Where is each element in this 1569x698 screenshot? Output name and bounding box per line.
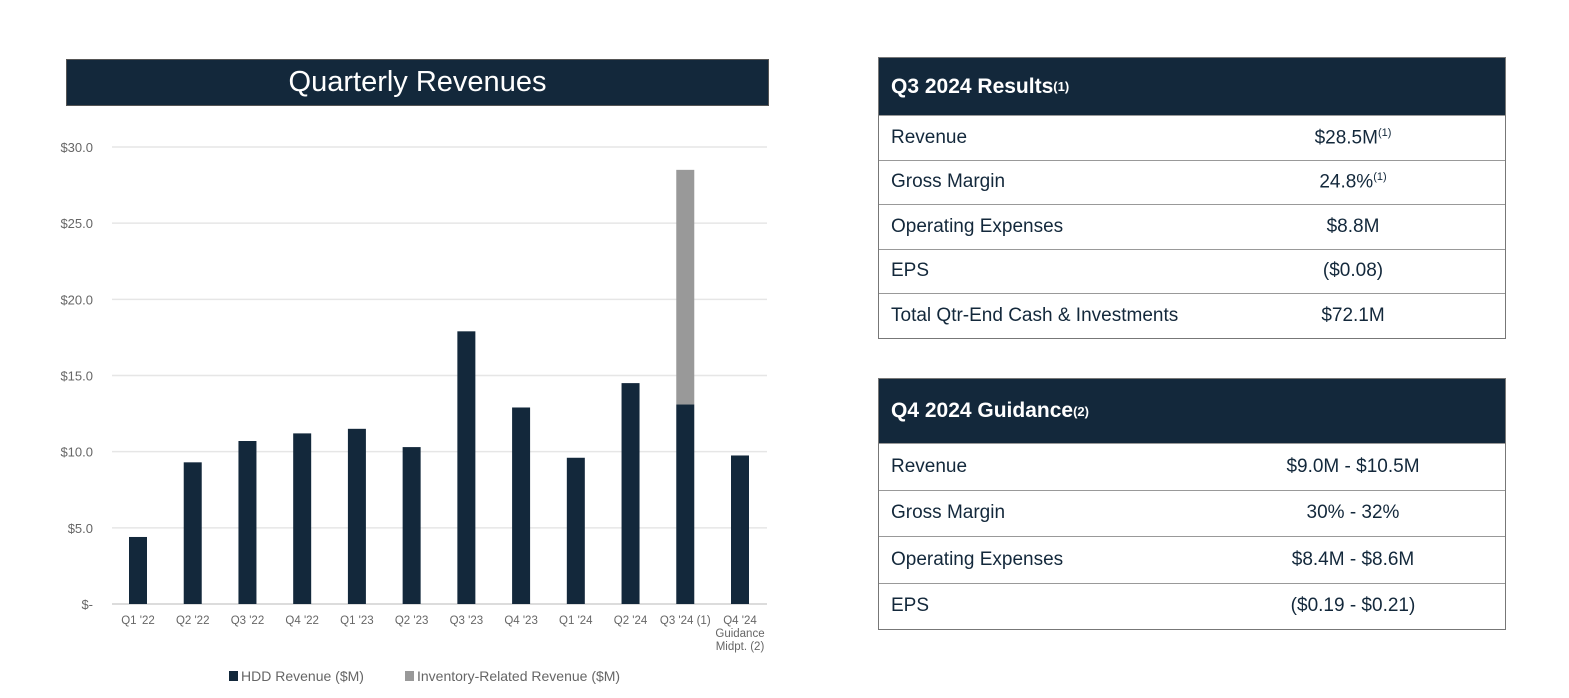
row-value: $8.4M - $8.6M <box>1291 548 1415 570</box>
table-row: Operating Expenses $8.4M - $8.6M <box>879 536 1505 583</box>
row-label: Gross Margin <box>891 502 1006 524</box>
x-tick-label: Q2 '24 <box>614 615 648 627</box>
table-row: Revenue $9.0M - $10.5M <box>879 443 1505 490</box>
bar-hdd <box>183 462 202 604</box>
q3-results-table: Q3 2024 Results (1) Revenue $28.5M(1) Gross… <box>878 57 1506 339</box>
x-tick-label: Q1 '22 <box>121 615 155 627</box>
row-label: Total Qtr-End Cash & Investments <box>891 304 1179 326</box>
x-tick-label: Q2 '22 <box>176 615 210 627</box>
bar-hdd <box>129 536 147 604</box>
x-tick-label: Q1 '24 <box>559 615 593 627</box>
y-tick-label: $30.0 <box>60 140 93 155</box>
bar-hdd <box>293 433 312 604</box>
bar-hdd <box>402 447 421 604</box>
table-row: Operating Expenses $8.8M <box>879 204 1505 249</box>
q4-guidance-header: Q4 2024 Guidance (2) <box>879 379 1505 443</box>
legend-swatch <box>229 671 238 681</box>
q4-guidance-table: Q4 2024 Guidance (2) Revenue $9.0M - $10.5… <box>878 378 1506 630</box>
y-tick-label: $5.0 <box>68 521 93 536</box>
y-tick-label: $20.0 <box>60 292 93 307</box>
legend-swatch <box>405 671 414 681</box>
row-label: EPS <box>891 260 930 282</box>
x-tick-label: Q1 '23 <box>340 615 374 627</box>
y-tick-label: $15.0 <box>60 369 93 384</box>
bar-hdd <box>621 383 640 604</box>
quarterly-revenue-chart: $- $5.0 $10.0 $15.0 $20.0 $25.0 $30.0 Q1 '22 Q2 … <box>60 140 767 684</box>
row-value: $8.8M <box>1326 215 1380 237</box>
table-row: Revenue $28.5M(1) <box>879 115 1505 160</box>
chart-title: Quarterly Revenues <box>66 59 769 106</box>
x-tick-label: Q4 '24 Guidance Midpt. (2) <box>715 615 764 653</box>
x-tick-label: Q4 '22 <box>285 615 319 627</box>
row-value: 24.8%(1) <box>1319 171 1387 193</box>
legend-label: HDD Revenue ($M) <box>241 668 364 684</box>
y-tick-label: $10.0 <box>60 445 93 460</box>
table-row: Gross Margin 30% - 32% <box>879 489 1505 537</box>
bar-hdd <box>566 457 585 604</box>
x-tick-label: Q3 '24 (1) <box>660 615 711 627</box>
row-value: $72.1M <box>1321 304 1385 326</box>
row-label: Revenue <box>891 455 968 477</box>
bar-hdd <box>347 428 366 604</box>
q3-results-header: Q3 2024 Results (1) <box>879 58 1505 115</box>
row-label: Revenue <box>891 126 968 148</box>
legend-label: Inventory-Related Revenue ($M) <box>417 668 620 684</box>
table-row: Total Qtr-End Cash & Investments $72.1M <box>879 293 1505 338</box>
table-row: EPS ($0.19 - $0.21) <box>879 582 1505 630</box>
bar-hdd <box>238 441 257 604</box>
row-label: Gross Margin <box>891 171 1006 193</box>
bar-hdd <box>512 407 531 604</box>
table-row: Gross Margin 24.8%(1) <box>879 159 1505 205</box>
bar-inventory <box>676 169 695 405</box>
x-tick-label: Q3 '23 <box>450 615 484 627</box>
y-tick-label: $- <box>81 597 93 612</box>
x-tick-label: Q3 '22 <box>231 615 265 627</box>
row-label: Operating Expenses <box>891 215 1064 237</box>
row-value: $9.0M - $10.5M <box>1286 455 1420 477</box>
row-value: 30% - 32% <box>1306 502 1400 524</box>
table-row: EPS ($0.08) <box>879 248 1505 294</box>
x-tick-label: Q2 '23 <box>395 615 429 627</box>
row-value: ($0.19 - $0.21) <box>1290 595 1416 617</box>
y-tick-label: $25.0 <box>60 216 93 231</box>
row-label: EPS <box>891 595 930 617</box>
bar-hdd <box>457 331 476 604</box>
bar-hdd <box>731 455 749 604</box>
x-tick-label: Q4 '23 <box>504 615 538 627</box>
bar-hdd <box>676 404 695 604</box>
row-value: $28.5M(1) <box>1314 126 1392 148</box>
row-label: Operating Expenses <box>891 548 1064 570</box>
row-value: ($0.08) <box>1322 260 1384 282</box>
